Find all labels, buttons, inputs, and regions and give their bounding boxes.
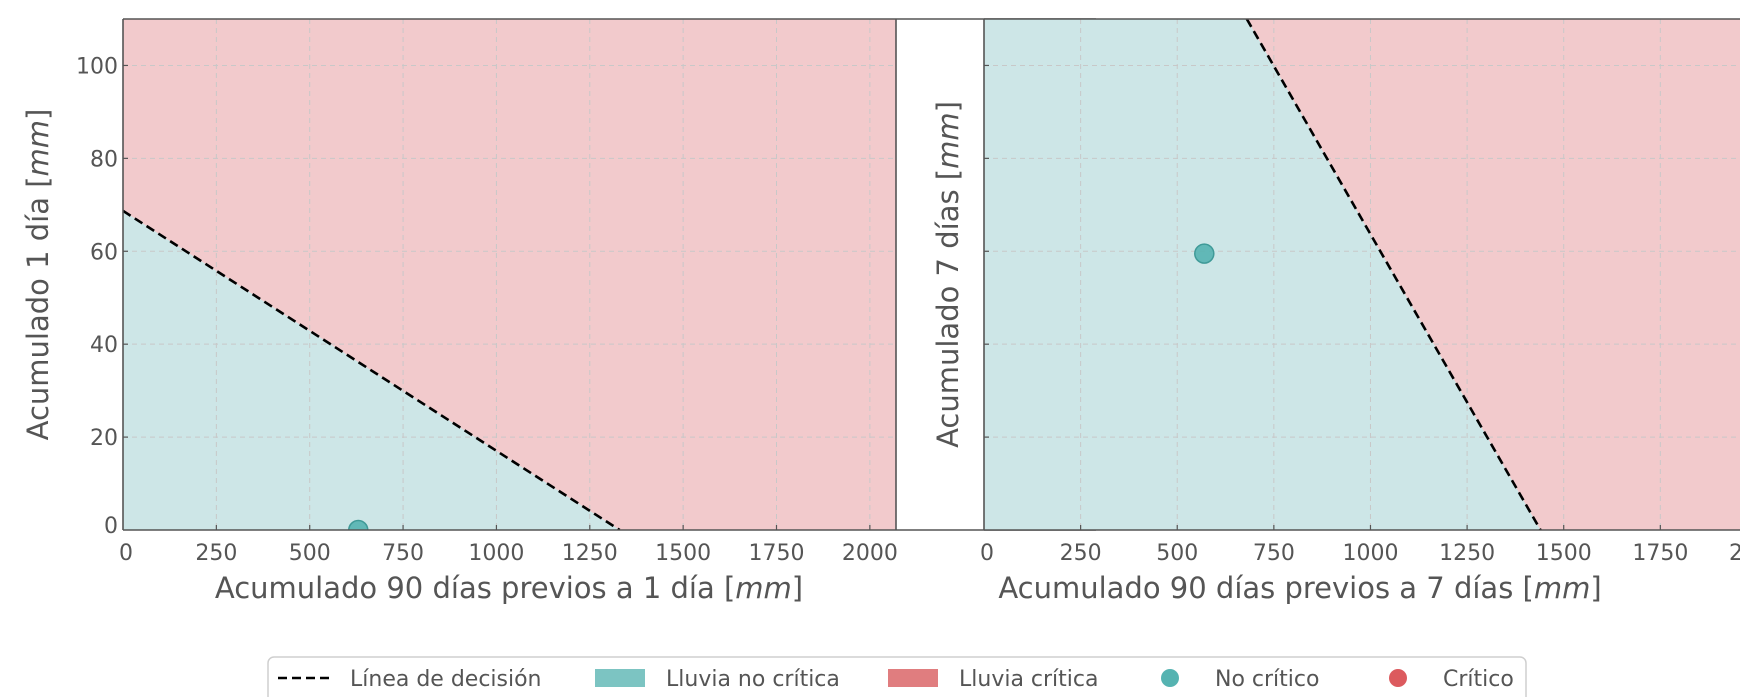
legend-item-no-critical: No crítico: [1161, 667, 1319, 692]
y-tick-label: 100: [76, 54, 118, 79]
legend-label: Lluvia crítica: [959, 667, 1099, 692]
x-tick-label: 1250: [562, 541, 618, 566]
x-axis-label: Acumulado 90 días previos a 1 día [mm]: [215, 571, 803, 605]
y-tick-label: 0: [104, 514, 118, 539]
safe-region: [984, 19, 1541, 530]
x-tick-label: 500: [1156, 541, 1198, 566]
x-tick-label: 0: [980, 541, 994, 566]
data-point: [1194, 243, 1215, 264]
y-axis-label: Acumulado 7 días [mm]: [931, 101, 965, 448]
plot-area: [123, 19, 896, 530]
legend-marker-icon: [1161, 669, 1179, 687]
label-part: Acumulado 90 días previos a 1 día [: [215, 571, 735, 605]
x-tick-label: 750: [1253, 541, 1295, 566]
label-part: ]: [931, 101, 965, 112]
y-tick-label: 80: [90, 147, 118, 172]
legend-label: No crítico: [1215, 667, 1319, 692]
x-tick-label: 1750: [1632, 541, 1688, 566]
label-part: ]: [1590, 571, 1601, 605]
x-tick-label: 1250: [1439, 541, 1495, 566]
label-part: ]: [21, 109, 55, 120]
legend-label: Crítico: [1443, 667, 1514, 692]
x-tick-label: 500: [289, 541, 331, 566]
x-tick-label: 250: [1060, 541, 1102, 566]
x-tick-label: 750: [382, 541, 424, 566]
label-part: mm: [1534, 571, 1591, 605]
legend-label: Lluvia no crítica: [666, 667, 840, 692]
legend-item-no-critical-rain: Lluvia no crítica: [595, 667, 840, 692]
x-tick-label: 0: [119, 541, 133, 566]
y-tick-label: 40: [90, 333, 118, 358]
legend: Línea de decisión Lluvia no crítica Lluvia…: [267, 656, 1527, 697]
label-part: mm: [735, 571, 792, 605]
label-part: mm: [931, 112, 965, 169]
plot-area: [984, 19, 1740, 530]
legend-label: Línea de decisión: [350, 667, 542, 692]
chart-panel-2: 0 250 500 750 1000 1250 1500 1750 2000 Acumulado …: [931, 18, 1740, 605]
x-tick-label: 1500: [655, 541, 711, 566]
legend-patch-icon: [888, 669, 938, 687]
label-part: ]: [792, 571, 803, 605]
label-part: Acumulado 1 día [: [21, 176, 55, 440]
y-tick-label: 60: [90, 240, 118, 265]
x-axis-label: Acumulado 90 días previos a 7 días [mm]: [998, 571, 1601, 605]
decision-line: [1245, 19, 1542, 530]
label-part: Acumulado 90 días previos a 7 días [: [998, 571, 1534, 605]
x-tick-label: 250: [195, 541, 237, 566]
legend-item-critical-rain: Lluvia crítica: [888, 667, 1099, 692]
x-tick-label: 2000: [1729, 541, 1740, 566]
x-tick-label: 1500: [1536, 541, 1592, 566]
label-part: mm: [21, 120, 55, 177]
legend-patch-icon: [595, 669, 645, 687]
y-axis-label: Acumulado 1 día [mm]: [21, 109, 55, 441]
data-point: [348, 519, 369, 530]
chart-panel-1: 0 250 500 750 1000 1250 1500 1750 20000204060801…: [21, 18, 1096, 605]
x-tick-label: 2000: [842, 541, 898, 566]
x-tick-label: 1000: [468, 541, 524, 566]
legend-item-critical: Crítico: [1389, 667, 1514, 692]
x-tick-label: 1750: [749, 541, 805, 566]
legend-marker-icon: [1389, 669, 1407, 687]
x-tick-label: 1000: [1342, 541, 1398, 566]
label-part: Acumulado 7 días [: [931, 169, 965, 448]
legend-item-decision-line: Línea de decisión: [278, 667, 542, 692]
decision-line: [123, 209, 621, 530]
y-tick-label: 20: [90, 426, 118, 451]
